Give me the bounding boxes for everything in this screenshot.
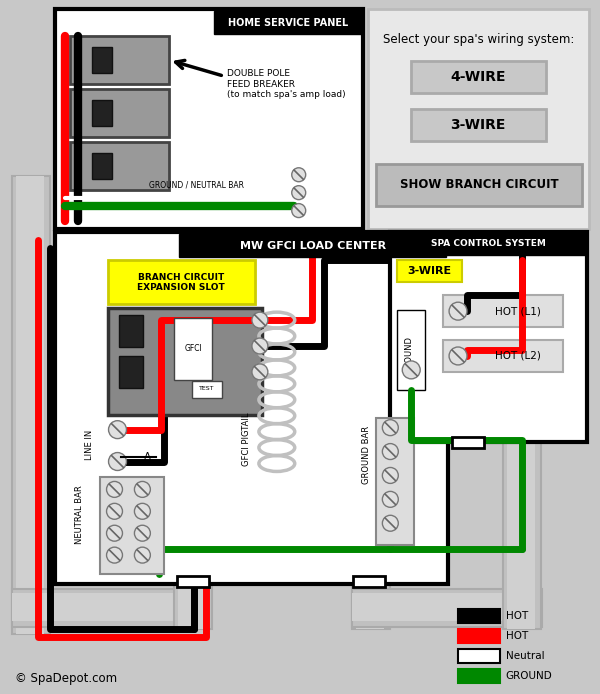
Circle shape bbox=[107, 503, 122, 519]
Text: 3-WIRE: 3-WIRE bbox=[407, 266, 451, 276]
Text: SPA CONTROL SYSTEM: SPA CONTROL SYSTEM bbox=[431, 239, 547, 248]
Bar bbox=[92, 47, 112, 73]
Circle shape bbox=[134, 482, 151, 498]
Bar bbox=[174, 318, 212, 380]
Bar bbox=[119, 356, 143, 388]
Text: GFCI: GFCI bbox=[184, 344, 202, 353]
Bar bbox=[411, 61, 545, 93]
Circle shape bbox=[134, 503, 151, 519]
Bar bbox=[503, 235, 541, 629]
Bar bbox=[70, 142, 169, 189]
Bar bbox=[352, 574, 391, 629]
Circle shape bbox=[107, 525, 122, 541]
Text: HOT (L1): HOT (L1) bbox=[495, 306, 541, 316]
Bar bbox=[376, 418, 414, 545]
Circle shape bbox=[134, 547, 151, 563]
Circle shape bbox=[449, 347, 467, 365]
Circle shape bbox=[292, 168, 305, 182]
Bar bbox=[443, 340, 563, 372]
Circle shape bbox=[109, 421, 127, 439]
Circle shape bbox=[134, 525, 151, 541]
Bar bbox=[352, 589, 542, 627]
Circle shape bbox=[107, 547, 122, 563]
Text: Neutral: Neutral bbox=[506, 651, 544, 661]
Bar bbox=[214, 11, 361, 34]
Bar bbox=[411, 109, 545, 141]
Text: 4-WIRE: 4-WIRE bbox=[450, 70, 506, 84]
Bar bbox=[178, 574, 206, 629]
Bar bbox=[458, 649, 500, 663]
Bar bbox=[70, 89, 169, 137]
Circle shape bbox=[449, 302, 467, 320]
Bar bbox=[507, 235, 535, 629]
Text: MW GFCI LOAD CENTER: MW GFCI LOAD CENTER bbox=[239, 241, 386, 251]
Circle shape bbox=[382, 468, 398, 484]
Circle shape bbox=[382, 491, 398, 507]
Bar bbox=[119, 315, 143, 347]
Bar bbox=[12, 593, 206, 621]
Text: GROUND BAR: GROUND BAR bbox=[362, 425, 371, 484]
Bar bbox=[391, 232, 587, 441]
Text: NEUTRAL BAR: NEUTRAL BAR bbox=[75, 485, 84, 543]
Bar bbox=[12, 589, 206, 627]
Bar bbox=[70, 36, 169, 84]
Bar bbox=[458, 629, 500, 643]
Bar bbox=[353, 576, 385, 587]
Circle shape bbox=[252, 364, 268, 380]
Text: DOUBLE POLE
FEED BREAKER
(to match spa's amp load): DOUBLE POLE FEED BREAKER (to match spa's… bbox=[227, 69, 346, 99]
Bar bbox=[397, 310, 425, 390]
Bar bbox=[16, 176, 44, 634]
Circle shape bbox=[252, 312, 268, 328]
Text: HOT: HOT bbox=[506, 631, 528, 641]
Bar bbox=[92, 100, 112, 126]
Bar bbox=[92, 153, 112, 179]
Circle shape bbox=[382, 515, 398, 531]
Bar bbox=[368, 10, 589, 228]
Text: GROUND / NEUTRAL BAR: GROUND / NEUTRAL BAR bbox=[149, 180, 244, 189]
Text: GROUND: GROUND bbox=[405, 336, 414, 374]
Circle shape bbox=[382, 420, 398, 436]
Bar bbox=[192, 381, 222, 398]
Bar bbox=[12, 176, 50, 634]
Text: © SpaDepot.com: © SpaDepot.com bbox=[15, 672, 117, 685]
Bar bbox=[174, 574, 212, 629]
Circle shape bbox=[107, 482, 122, 498]
Bar bbox=[397, 260, 462, 282]
Circle shape bbox=[292, 203, 305, 217]
Bar bbox=[391, 232, 587, 255]
Text: Select your spa's wiring system:: Select your spa's wiring system: bbox=[383, 33, 575, 46]
Bar bbox=[107, 308, 262, 415]
Bar bbox=[55, 10, 364, 228]
Text: A: A bbox=[144, 452, 151, 462]
Bar bbox=[356, 574, 385, 629]
Text: LINE IN: LINE IN bbox=[85, 430, 94, 459]
Text: 3-WIRE: 3-WIRE bbox=[450, 118, 506, 132]
Circle shape bbox=[292, 186, 305, 200]
Text: HOME SERVICE PANEL: HOME SERVICE PANEL bbox=[227, 18, 348, 28]
Bar bbox=[107, 260, 255, 304]
Bar bbox=[458, 668, 500, 683]
Text: HOT: HOT bbox=[506, 611, 528, 621]
Bar bbox=[352, 593, 542, 621]
Bar bbox=[458, 609, 500, 623]
Text: TEST: TEST bbox=[199, 387, 215, 391]
Circle shape bbox=[252, 338, 268, 354]
Circle shape bbox=[402, 361, 420, 379]
Bar bbox=[100, 477, 164, 574]
Bar bbox=[55, 232, 448, 584]
Circle shape bbox=[382, 443, 398, 459]
Bar bbox=[376, 164, 581, 205]
Text: GFCI PIGTAIL: GFCI PIGTAIL bbox=[242, 413, 251, 466]
Bar bbox=[177, 576, 209, 587]
Text: HOT (L2): HOT (L2) bbox=[495, 351, 541, 361]
Bar bbox=[443, 295, 563, 327]
Bar bbox=[179, 235, 446, 257]
Circle shape bbox=[109, 452, 127, 471]
Text: GROUND: GROUND bbox=[506, 670, 553, 681]
Text: SHOW BRANCH CIRCUIT: SHOW BRANCH CIRCUIT bbox=[400, 178, 558, 191]
Text: BRANCH CIRCUIT
EXPANSION SLOT: BRANCH CIRCUIT EXPANSION SLOT bbox=[137, 273, 225, 292]
Bar bbox=[452, 437, 484, 448]
